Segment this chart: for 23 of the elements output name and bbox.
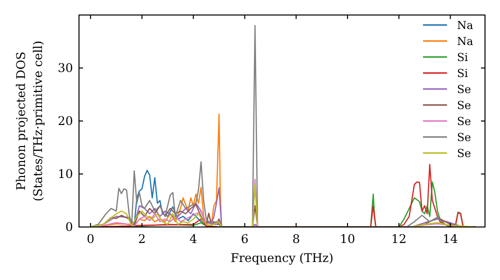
x-tick-label: 0	[86, 232, 94, 246]
legend-label: Na	[457, 35, 474, 48]
x-tick-label: 8	[292, 232, 300, 246]
x-tick-label: 12	[391, 232, 407, 246]
x-axis-title: Frequency (THz)	[230, 251, 334, 265]
legend-label: Se	[457, 131, 472, 144]
legend-label: Na	[457, 19, 474, 32]
x-tick-label: 10	[340, 232, 356, 246]
x-tick-label: 14	[442, 232, 458, 246]
y-tick-label: 10	[58, 167, 73, 181]
legend-label: Si	[457, 51, 469, 64]
x-tick-label: 4	[190, 232, 198, 246]
x-tick-label: 2	[138, 232, 146, 246]
legend-label: Se	[457, 115, 472, 128]
y-tick-label: 30	[58, 61, 73, 75]
legend-label: Se	[457, 99, 472, 112]
legend-label: Se	[457, 83, 472, 96]
x-tick-label: 6	[240, 232, 249, 246]
y-tick-label: 0	[65, 220, 73, 234]
legend-label: Si	[457, 67, 469, 80]
y-tick-label: 20	[58, 114, 73, 128]
y-axis-title: Phonon projected DOS (States/THz·primitive cell)	[14, 40, 45, 202]
legend-label: Se	[457, 147, 472, 160]
